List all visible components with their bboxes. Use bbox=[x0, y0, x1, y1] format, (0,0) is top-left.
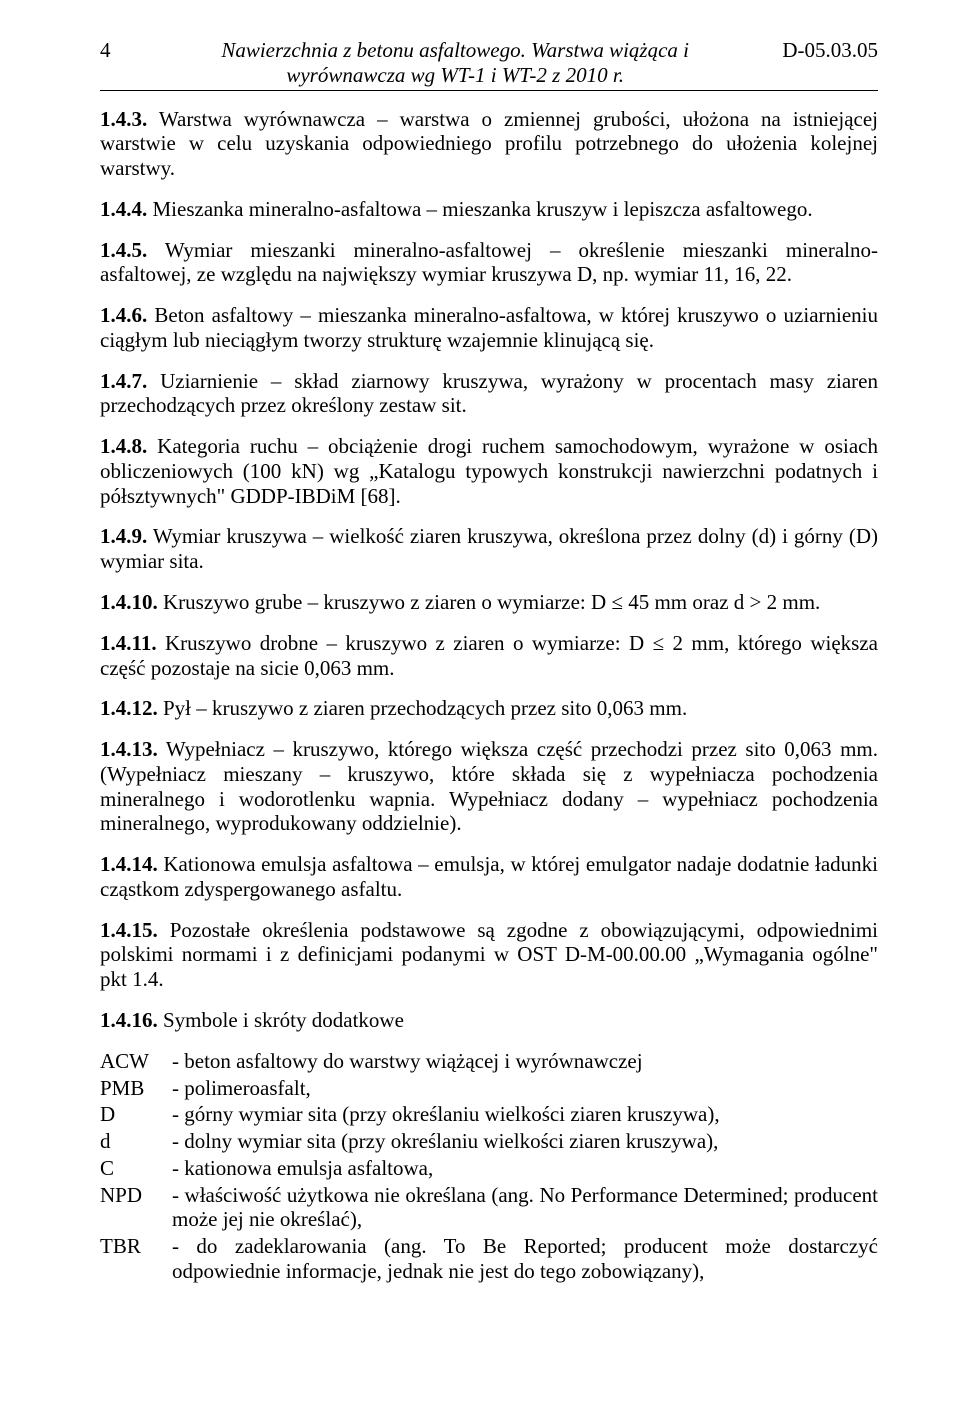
para-1-4-12: 1.4.12. Pył – kruszywo z ziaren przechod… bbox=[100, 696, 878, 721]
header-doc-code: D-05.03.05 bbox=[782, 38, 878, 63]
para-1-4-16: 1.4.16. Symbole i skróty dodatkowe bbox=[100, 1008, 878, 1033]
def-npd-val: - właściwość użytkowa nie określana (ang… bbox=[172, 1183, 878, 1233]
header-rule bbox=[100, 90, 878, 91]
para-1-4-5: 1.4.5. Wymiar mieszanki mineralno-asfalt… bbox=[100, 238, 878, 288]
header-title: Nawierzchnia z betonu asfaltowego. Warst… bbox=[128, 38, 782, 88]
para-1-4-11: 1.4.11. Kruszywo drobne – kruszywo z zia… bbox=[100, 631, 878, 681]
para-1-4-6: 1.4.6. Beton asfaltowy – mieszanka miner… bbox=[100, 303, 878, 353]
def-c-val: - kationowa emulsja asfaltowa, bbox=[172, 1156, 878, 1181]
para-1-4-4: 1.4.4. Mieszanka mineralno-asfaltowa – m… bbox=[100, 197, 878, 222]
page-number: 4 bbox=[100, 38, 128, 63]
def-acw-val: - beton asfaltowy do warstwy wiążącej i … bbox=[172, 1049, 878, 1074]
def-pmb-val: - polimeroasfalt, bbox=[172, 1076, 878, 1101]
para-1-4-7: 1.4.7. Uziarnienie – skład ziarnowy krus… bbox=[100, 369, 878, 419]
def-pmb-key: PMB bbox=[100, 1076, 164, 1101]
def-acw-key: ACW bbox=[100, 1049, 164, 1074]
def-d-key: d bbox=[100, 1129, 164, 1154]
def-d-val: - dolny wymiar sita (przy określaniu wie… bbox=[172, 1129, 878, 1154]
def-tbr-key: TBR bbox=[100, 1234, 164, 1259]
def-tbr-val: - do zadeklarowania (ang. To Be Reported… bbox=[172, 1234, 878, 1284]
para-1-4-15: 1.4.15. Pozostałe określenia podstawowe … bbox=[100, 918, 878, 992]
header-title-line2: wyrównawcza wg WT-1 i WT-2 z 2010 r. bbox=[286, 63, 624, 87]
para-1-4-14: 1.4.14. Kationowa emulsja asfaltowa – em… bbox=[100, 852, 878, 902]
page-header: 4 Nawierzchnia z betonu asfaltowego. War… bbox=[100, 38, 878, 88]
para-1-4-13: 1.4.13. Wypełniacz – kruszywo, którego w… bbox=[100, 737, 878, 836]
def-npd-key: NPD bbox=[100, 1183, 164, 1208]
definitions-list: ACW - beton asfaltowy do warstwy wiążące… bbox=[100, 1049, 878, 1284]
def-D-val: - górny wymiar sita (przy określaniu wie… bbox=[172, 1102, 878, 1127]
para-1-4-3: 1.4.3. Warstwa wyrównawcza – warstwa o z… bbox=[100, 107, 878, 181]
para-1-4-9: 1.4.9. Wymiar kruszywa – wielkość ziaren… bbox=[100, 524, 878, 574]
header-title-line1: Nawierzchnia z betonu asfaltowego. Warst… bbox=[221, 38, 689, 62]
def-c-key: C bbox=[100, 1156, 164, 1181]
para-1-4-10: 1.4.10. Kruszywo grube – kruszywo z ziar… bbox=[100, 590, 878, 615]
para-1-4-8: 1.4.8. Kategoria ruchu – obciążenie drog… bbox=[100, 434, 878, 508]
def-D-key: D bbox=[100, 1102, 164, 1127]
